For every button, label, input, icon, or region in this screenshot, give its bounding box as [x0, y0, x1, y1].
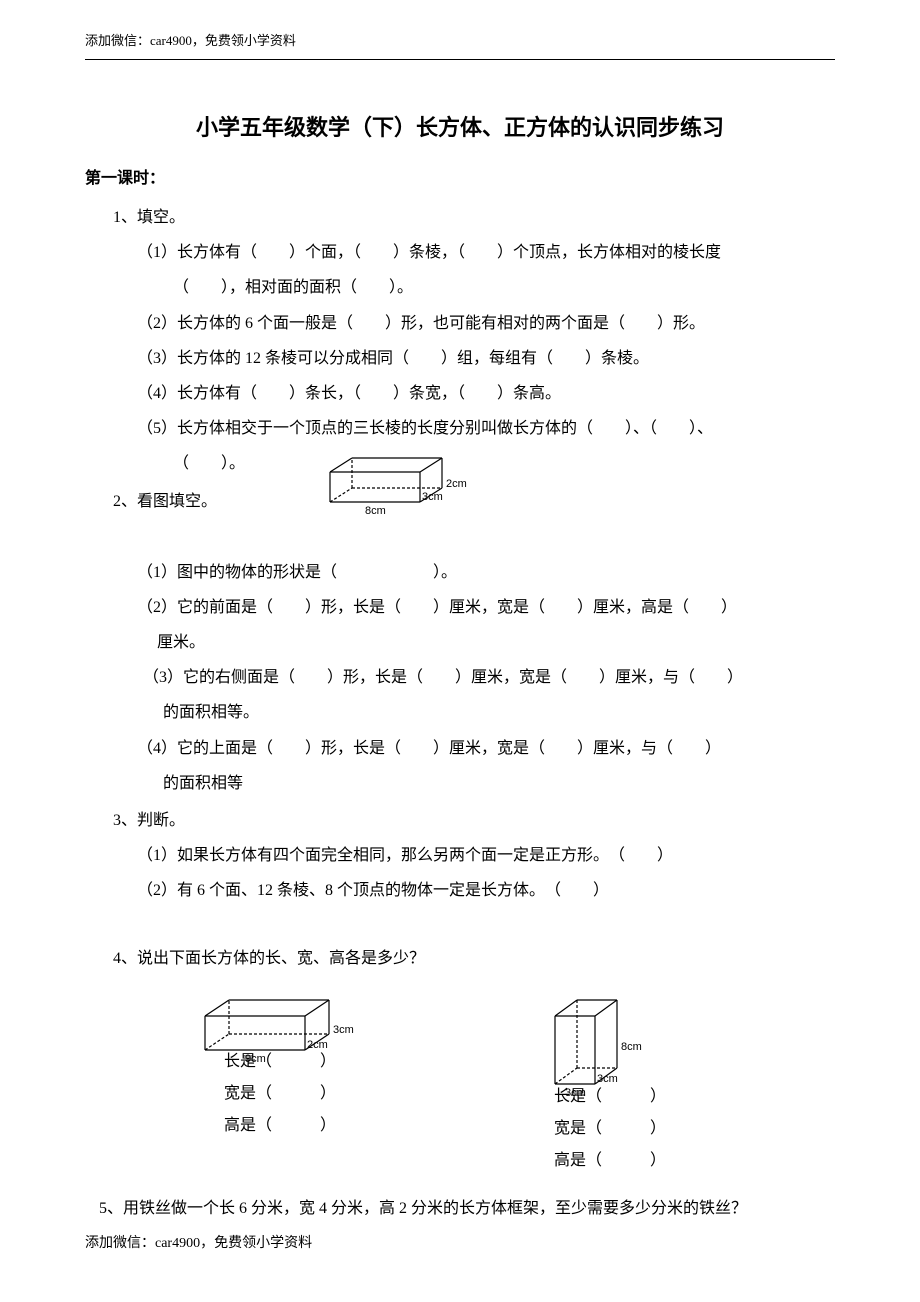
- q4-box2: 3cm3cm8cm 长是（ ） 宽是（ ） 高是（ ）: [545, 994, 675, 1177]
- q3-item-1: （1）如果长方体有四个面完全相同，那么另两个面一定是正方形。 （ ）: [85, 838, 835, 873]
- q5-text: 5、用铁丝做一个长 6 分米，宽 4 分米，高 2 分米的长方体框架，至少需要多…: [85, 1191, 835, 1226]
- q2-item-3c: 的面积相等。: [85, 695, 835, 730]
- page-header: 添加微信：car4900，免费领小学资料: [85, 30, 835, 60]
- q4-number: 4、说出下面长方体的长、宽、高各是多少？: [85, 941, 835, 976]
- svg-text:2cm: 2cm: [446, 478, 467, 490]
- q4-box2-width: 宽是（ ）: [554, 1113, 666, 1145]
- q4-box2-height: 高是（ ）: [554, 1145, 666, 1177]
- svg-text:3cm: 3cm: [422, 491, 443, 503]
- q1-item-5: （5）长方体相交于一个顶点的三长棱的长度分别叫做长方体的（ ）、（ ）、: [85, 411, 835, 446]
- q1-item-1: （1）长方体有（ ）个面，（ ）条棱，（ ）个顶点，长方体相对的棱长度: [85, 235, 835, 270]
- q1-number: 1、填空。: [85, 200, 835, 235]
- q2-item-4: （4）它的上面是（ ）形，长是（ ）厘米，宽是（ ）厘米，与（ ）: [85, 731, 835, 766]
- q4-box1-height: 高是（ ）: [224, 1110, 336, 1142]
- q1-item-4: （4）长方体有（ ）条长，（ ）条宽，（ ）条高。: [85, 376, 835, 411]
- q3-number: 3、判断。: [85, 803, 835, 838]
- q2-item-2c: 厘米。: [85, 625, 835, 660]
- q2-item-2: （2）它的前面是（ ）形，长是（ ）厘米，宽是（ ）厘米，高是（ ）: [85, 590, 835, 625]
- section-label: 第一课时：: [85, 164, 835, 188]
- q4-box1-length: 长是（ ）: [224, 1046, 336, 1078]
- svg-text:8cm: 8cm: [365, 505, 386, 517]
- q1-item-1c: （ ），相对面的面积（ ）。: [85, 270, 835, 305]
- svg-text:3cm: 3cm: [333, 1024, 354, 1036]
- svg-text:8cm: 8cm: [621, 1041, 642, 1053]
- q1-item-3: （3）长方体的 12 条棱可以分成相同（ ）组，每组有（ ）条棱。: [85, 341, 835, 376]
- q3-item-2: （2）有 6 个面、12 条棱、8 个顶点的物体一定是长方体。 （ ）: [85, 873, 835, 908]
- q1-item-2: （2）长方体的 6 个面一般是（ ）形，也可能有相对的两个面是（ ）形。: [85, 306, 835, 341]
- q2-item-1: （1）图中的物体的形状是（ ）。: [85, 555, 835, 590]
- q2-item-3: （3）它的右侧面是（ ）形，长是（ ）厘米，宽是（ ）厘米，与（ ）: [85, 660, 835, 695]
- q2-item-4c: 的面积相等: [85, 766, 835, 801]
- q4-box2-length: 长是（ ）: [554, 1081, 666, 1113]
- cuboid-diagram-q2: 8cm 3cm2cm: [320, 452, 480, 522]
- q2-diagram-container: 8cm 3cm2cm: [320, 452, 480, 522]
- q4-box1-width: 宽是（ ）: [224, 1078, 336, 1110]
- page-footer: 添加微信：car4900，免费领小学资料: [85, 1232, 312, 1252]
- q4-box1: 9cm2cm3cm 长是（ ） 宽是（ ） 高是（ ）: [195, 994, 365, 1142]
- document-title: 小学五年级数学（下）长方体、正方体的认识同步练习: [85, 110, 835, 142]
